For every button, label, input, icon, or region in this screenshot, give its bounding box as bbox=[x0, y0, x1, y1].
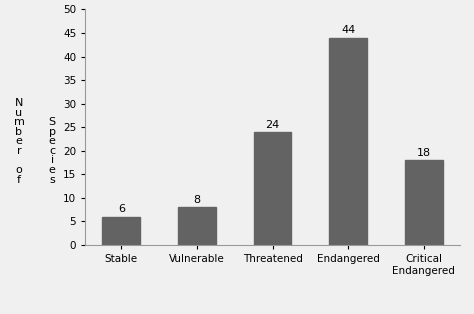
Text: 8: 8 bbox=[193, 195, 201, 205]
Bar bbox=[254, 132, 292, 245]
Text: 44: 44 bbox=[341, 25, 356, 35]
Text: N
u
m
b
e
r
 
o
f: N u m b e r o f bbox=[14, 98, 24, 185]
Bar bbox=[329, 38, 367, 245]
Text: 24: 24 bbox=[265, 120, 280, 129]
Bar bbox=[178, 207, 216, 245]
Bar bbox=[405, 160, 443, 245]
Text: 6: 6 bbox=[118, 204, 125, 214]
Text: 18: 18 bbox=[417, 148, 431, 158]
Text: S
p
e
c
i
e
s: S p e c i e s bbox=[48, 117, 56, 185]
Bar bbox=[102, 217, 140, 245]
